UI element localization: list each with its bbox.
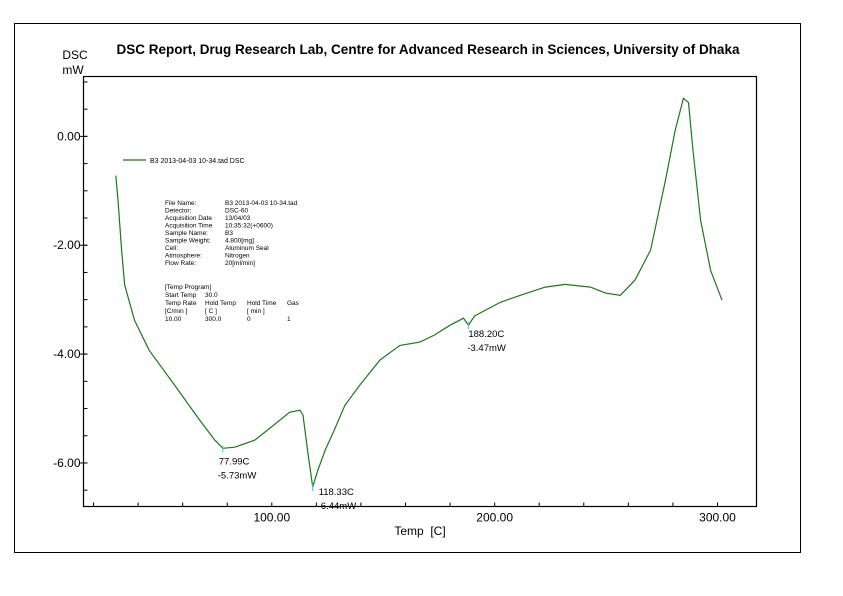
dsc-curve (115, 97, 723, 488)
peak-temp-label: 188.20C (468, 329, 504, 340)
info-value: 20[ml/min] (225, 260, 255, 267)
info-value: Nitrogen (225, 253, 250, 260)
temp-program-cell: Gas (287, 300, 300, 307)
temp-program-cell: [C/min ] (165, 308, 188, 315)
temp-program-cell: [ C ] (205, 308, 217, 315)
info-block: File Name: B3 2013-04-03 10-34.tad Detecto… (165, 200, 300, 323)
temp-program-cell: 0 (247, 316, 251, 323)
info-key: Cell: (165, 245, 178, 252)
peak-value-label: -6.44mW (318, 501, 357, 512)
info-key: Sample Weight: (165, 238, 211, 245)
info-key: Atmosphere: (165, 253, 202, 260)
y-axis-label-unit: mW (62, 63, 84, 77)
info-value: Aluminum Seal (225, 245, 269, 252)
x-axis-label: Temp [C] (394, 524, 445, 538)
info-key: Sample Name: (165, 230, 208, 237)
temp-program-cell: [ min ] (247, 308, 265, 315)
chart-title: DSC Report, Drug Research Lab, Centre fo… (117, 42, 740, 57)
info-key: Acquisition Date (165, 215, 212, 222)
info-key: Flow Rate: (165, 260, 196, 267)
y-tick-label: 0.00 (57, 129, 81, 143)
info-value: B3 (225, 230, 233, 237)
temp-program-cell: 1 (287, 316, 291, 323)
temp-program-cell: Hold Time (247, 300, 277, 307)
x-tick-label: 300.00 (699, 511, 736, 525)
start-temp-label: Start Temp (165, 292, 197, 299)
info-value: DSC-60 (225, 208, 249, 215)
temp-program-cell: 300.0 (205, 316, 222, 323)
info-value: B3 2013-04-03 10-34.tad (225, 200, 298, 207)
info-key: Detector: (165, 208, 192, 215)
info-value: 13/04/03 (225, 215, 251, 222)
legend: B3 2013-04-03 10-34.tad DSC (123, 158, 245, 165)
x-tick-label: 200.00 (476, 511, 513, 525)
y-tick-label: -4.00 (53, 347, 81, 361)
outer-frame (14, 23, 801, 553)
info-key: Acquisition Time (165, 223, 213, 230)
info-value: 4.800[mg] (225, 238, 254, 245)
plot-area (82, 75, 758, 508)
temp-program-cell: Temp Rate (165, 300, 197, 307)
info-key: File Name: (165, 200, 197, 207)
temp-program-cell: 10.00 (165, 316, 182, 323)
y-axis-label-dsc: DSC (62, 48, 88, 62)
peak-value-label: -5.73mW (218, 470, 257, 481)
temp-program-heading: [Temp Program] (165, 284, 211, 291)
legend-label: B3 2013-04-03 10-34.tad DSC (150, 158, 245, 165)
peak-value-label: -3.47mW (467, 343, 506, 354)
y-tick-label: -2.00 (53, 238, 81, 252)
y-tick-label: -6.00 (53, 456, 81, 470)
x-tick-label: 100.00 (253, 511, 290, 525)
peak-temp-label: 118.33C (319, 487, 354, 498)
start-temp-value: 30.0 (205, 292, 218, 299)
info-value: 10:35:32(+0600) (225, 223, 273, 230)
peak-temp-label: 77.99C (219, 456, 250, 467)
temp-program-cell: Hold Temp (205, 300, 236, 307)
